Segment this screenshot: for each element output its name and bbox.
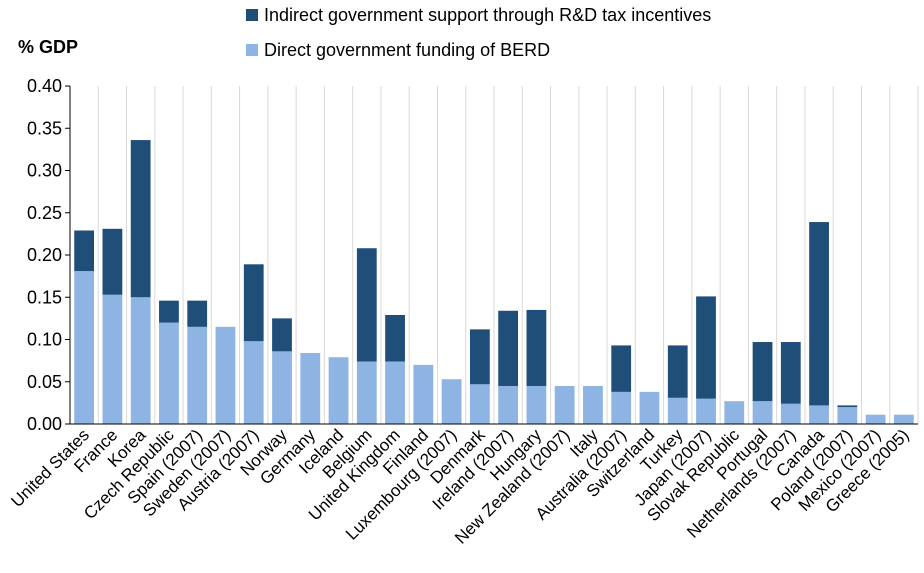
bar-direct-funding: [187, 326, 208, 424]
bar-direct-funding: [159, 322, 179, 424]
bar-direct-funding: [667, 397, 688, 424]
bar-indirect-support: [356, 248, 377, 362]
legend: Indirect government support through R&D …: [246, 5, 711, 60]
bar-indirect-support: [74, 230, 95, 272]
bar-indirect-support: [272, 318, 292, 352]
bar-direct-funding: [526, 385, 547, 424]
y-tick-label: 0.30: [27, 161, 62, 181]
bar-direct-funding: [780, 403, 801, 424]
bar-indirect-support: [526, 309, 547, 386]
bar-direct-funding: [865, 414, 886, 424]
bar-direct-funding: [724, 401, 745, 424]
bar-direct-funding: [611, 391, 632, 424]
bar-indirect-support: [837, 405, 858, 408]
y-tick-label: 0.20: [27, 245, 62, 265]
y-tick-label: 0.40: [27, 76, 62, 96]
bar-indirect-support: [385, 315, 405, 362]
bar-direct-funding: [441, 379, 462, 424]
bar-indirect-support: [752, 342, 773, 402]
y-axis-unit-label: % GDP: [18, 37, 78, 57]
bar-direct-funding: [385, 361, 405, 424]
bar-indirect-support: [611, 345, 632, 392]
bar-direct-funding: [893, 414, 914, 424]
bar-direct-funding: [554, 385, 575, 424]
bar-direct-funding: [498, 385, 519, 424]
bar-direct-funding: [356, 361, 377, 424]
legend-label-direct: Direct government funding of BERD: [264, 40, 550, 60]
bars: [74, 140, 914, 424]
y-tick-label: 0.35: [27, 118, 62, 138]
bar-direct-funding: [272, 351, 292, 424]
bar-direct-funding: [300, 353, 321, 424]
bar-direct-funding: [413, 364, 434, 424]
y-tick-label: 0.15: [27, 287, 62, 307]
bar-indirect-support: [243, 264, 264, 342]
bar-indirect-support: [159, 300, 179, 323]
y-tick-label: 0.25: [27, 203, 62, 223]
bar-direct-funding: [130, 297, 151, 424]
bar-indirect-support: [187, 300, 208, 327]
category-gridlines: [97, 86, 919, 424]
bar-direct-funding: [74, 271, 95, 424]
bar-direct-funding: [328, 357, 349, 424]
y-tick-label: 0.00: [27, 414, 62, 434]
y-tick-labels: 0.00 0.05 0.10 0.15 0.20 0.25 0.30 0.35 0.40: [27, 76, 62, 434]
bar-indirect-support: [498, 310, 519, 386]
bar-direct-funding: [583, 385, 603, 424]
bar-direct-funding: [469, 384, 490, 424]
bar-indirect-support: [809, 222, 829, 406]
bar-direct-funding: [752, 401, 773, 424]
bar-direct-funding: [243, 341, 264, 424]
bar-indirect-support: [130, 140, 151, 298]
bar-indirect-support: [667, 345, 688, 398]
axes: [65, 85, 918, 425]
bar-indirect-support: [469, 329, 490, 385]
y-tick-label: 0.10: [27, 330, 62, 350]
bar-direct-funding: [102, 294, 123, 424]
bar-indirect-support: [102, 228, 123, 295]
legend-swatch-direct: [246, 44, 258, 56]
bar-indirect-support: [696, 296, 716, 399]
bar-direct-funding: [639, 391, 660, 424]
bar-direct-funding: [837, 407, 858, 424]
legend-label-indirect: Indirect government support through R&D …: [264, 5, 711, 25]
bar-indirect-support: [780, 342, 801, 404]
y-tick-label: 0.05: [27, 372, 62, 392]
legend-swatch-indirect: [246, 9, 258, 21]
bar-direct-funding: [696, 398, 716, 424]
bar-direct-funding: [215, 326, 236, 424]
bar-direct-funding: [809, 405, 829, 424]
